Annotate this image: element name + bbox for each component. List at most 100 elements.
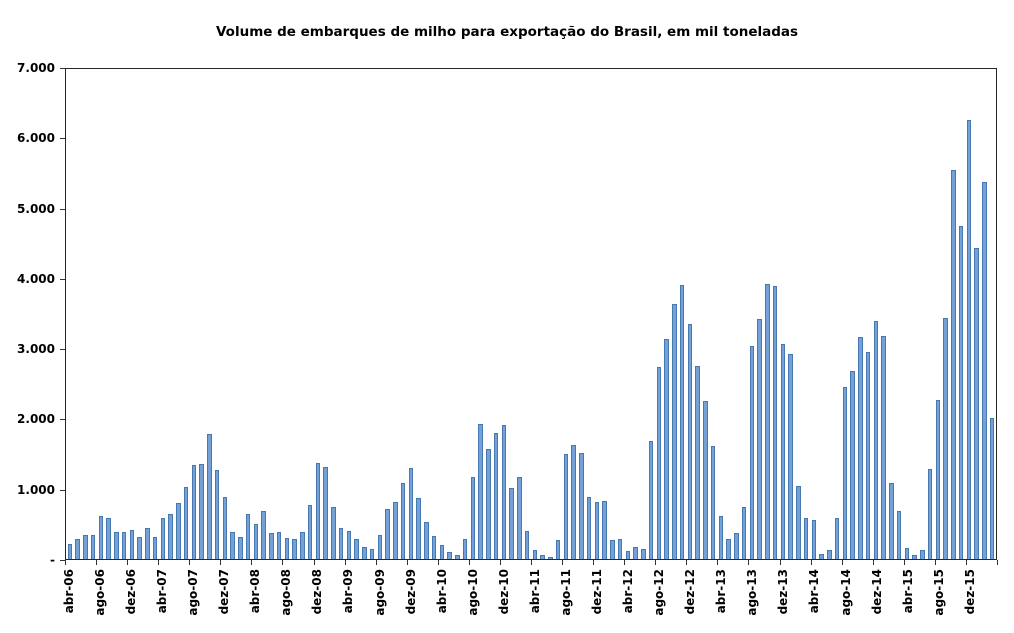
bar-slot-fev-08 bbox=[237, 69, 245, 559]
bar-slot-mar-15 bbox=[895, 69, 903, 559]
bar-ago-15 bbox=[935, 400, 941, 559]
bar-fev-13 bbox=[703, 400, 708, 559]
bar-jan-16 bbox=[974, 247, 979, 559]
bar-fev-12 bbox=[610, 540, 615, 559]
y-axis-tick bbox=[60, 208, 65, 210]
bar-slot-set-08 bbox=[291, 69, 299, 559]
bar-jul-10 bbox=[462, 539, 468, 559]
bar-fev-15 bbox=[889, 482, 894, 559]
bar-jan-14 bbox=[788, 353, 793, 559]
bar-nov-08 bbox=[307, 505, 313, 559]
bar-dez-14 bbox=[873, 321, 879, 559]
x-axis-label: dez-13 bbox=[776, 569, 791, 615]
bar-set-14 bbox=[850, 370, 855, 559]
bar-ago-12 bbox=[656, 366, 662, 559]
bar-abr-06 bbox=[67, 544, 73, 559]
bar-fev-09 bbox=[331, 507, 336, 559]
bar-slot-dez-12 bbox=[686, 69, 694, 559]
x-axis-tick bbox=[872, 560, 874, 565]
bar-slot-mar-14 bbox=[802, 69, 810, 559]
y-axis-tick bbox=[60, 278, 65, 280]
x-axis-tick bbox=[251, 560, 253, 565]
bar-ago-09 bbox=[377, 534, 383, 559]
bar-out-10 bbox=[486, 449, 491, 559]
bar-slot-set-14 bbox=[849, 69, 857, 559]
bar-mai-07 bbox=[168, 513, 173, 559]
x-axis-tick bbox=[810, 560, 812, 565]
x-axis-tick bbox=[406, 560, 408, 565]
bar-jul-15 bbox=[927, 469, 933, 559]
bar-slot-jan-14 bbox=[787, 69, 795, 559]
bar-slot-abr-08 bbox=[252, 69, 260, 559]
bar-mai-10 bbox=[447, 552, 452, 559]
bar-slot-abr-06 bbox=[66, 69, 74, 559]
bar-set-15 bbox=[943, 318, 948, 559]
bar-dez-13 bbox=[780, 344, 786, 559]
bar-slot-nov-14 bbox=[864, 69, 872, 559]
bar-slot-fev-13 bbox=[702, 69, 710, 559]
bar-slot-dez-15 bbox=[965, 69, 973, 559]
bar-slot-fev-07 bbox=[144, 69, 152, 559]
bar-slot-mai-08 bbox=[260, 69, 268, 559]
bar-mar-09 bbox=[338, 527, 344, 559]
bar-slot-dez-07 bbox=[221, 69, 229, 559]
bar-slot-jul-15 bbox=[926, 69, 934, 559]
bar-jul-08 bbox=[276, 532, 282, 559]
bar-out-11 bbox=[579, 453, 584, 559]
bar-nov-14 bbox=[865, 351, 871, 559]
x-axis-tick bbox=[499, 560, 501, 565]
bar-fev-10 bbox=[424, 521, 429, 559]
x-axis-tick bbox=[437, 560, 439, 565]
bar-jan-11 bbox=[509, 487, 514, 559]
y-axis-tick bbox=[60, 349, 65, 351]
bar-jun-15 bbox=[920, 549, 925, 559]
bar-slot-abr-11 bbox=[531, 69, 539, 559]
bar-ago-08 bbox=[284, 538, 290, 559]
x-axis-tick bbox=[965, 560, 967, 565]
bar-abr-09 bbox=[346, 531, 352, 559]
bar-out-07 bbox=[207, 433, 212, 559]
x-axis-tick bbox=[841, 560, 843, 565]
bar-slot-nov-11 bbox=[585, 69, 593, 559]
x-axis-label: ago-11 bbox=[558, 569, 573, 616]
bar-slot-jan-08 bbox=[229, 69, 237, 559]
bar-slot-ago-15 bbox=[934, 69, 942, 559]
x-axis-label: ago-09 bbox=[372, 569, 387, 616]
bar-abr-08 bbox=[253, 523, 259, 559]
bar-slot-jun-06 bbox=[82, 69, 90, 559]
x-axis-tick bbox=[375, 560, 377, 565]
bar-nov-09 bbox=[400, 483, 406, 559]
plot-area bbox=[65, 68, 997, 560]
x-axis-label: ago-08 bbox=[279, 569, 294, 616]
bar-jul-07 bbox=[183, 486, 189, 559]
bar-slot-ago-12 bbox=[655, 69, 663, 559]
bar-nov-13 bbox=[772, 286, 778, 559]
bar-abr-12 bbox=[625, 550, 631, 559]
bar-nov-12 bbox=[679, 284, 685, 559]
x-axis-label: dez-14 bbox=[869, 569, 884, 615]
bar-slot-dez-09 bbox=[407, 69, 415, 559]
bar-slot-jun-07 bbox=[175, 69, 183, 559]
bar-abr-13 bbox=[718, 516, 724, 559]
bar-slot-mai-06 bbox=[74, 69, 82, 559]
bar-slot-mar-08 bbox=[244, 69, 252, 559]
bar-jun-07 bbox=[176, 503, 181, 559]
y-axis-label: 3.000 bbox=[17, 342, 55, 357]
bar-mai-12 bbox=[633, 547, 638, 559]
bar-slot-out-06 bbox=[113, 69, 121, 559]
x-axis-tick bbox=[748, 560, 750, 565]
bar-slot-jul-09 bbox=[368, 69, 376, 559]
bar-jan-07 bbox=[137, 537, 142, 559]
bar-slot-out-12 bbox=[671, 69, 679, 559]
x-axis-label: ago-06 bbox=[92, 569, 107, 616]
bar-slot-ago-13 bbox=[748, 69, 756, 559]
bar-slot-mai-12 bbox=[632, 69, 640, 559]
bar-slot-set-07 bbox=[198, 69, 206, 559]
bar-slot-jun-14 bbox=[826, 69, 834, 559]
bar-mar-10 bbox=[431, 535, 437, 559]
bar-slot-fev-11 bbox=[516, 69, 524, 559]
x-axis-tick bbox=[686, 560, 688, 565]
x-axis-tick bbox=[65, 560, 66, 565]
bar-fev-08 bbox=[238, 536, 243, 559]
bar-slot-mar-13 bbox=[709, 69, 717, 559]
